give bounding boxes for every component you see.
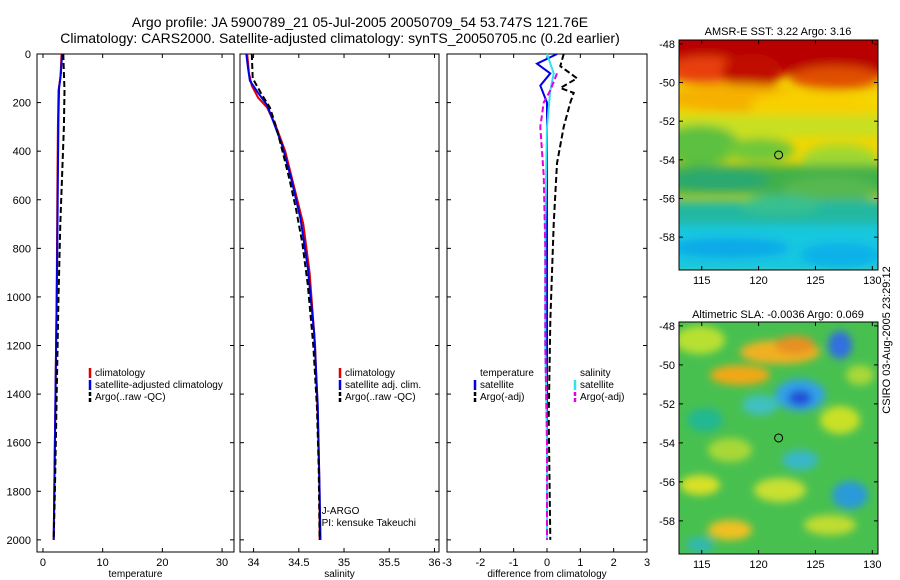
legend-entry: climatology — [345, 368, 395, 379]
map-y-tick-label: -54 — [659, 438, 675, 450]
series-line-argo-raw-qc- — [250, 53, 321, 540]
credit-stamp: CSIRO 03-Aug-2005 23:29:12 — [881, 266, 893, 413]
x-tick-label: 35 — [338, 557, 350, 569]
x-tick-label: 34 — [247, 557, 259, 569]
x-tick-label: 2 — [611, 557, 617, 569]
map-y-tick-label: -58 — [659, 232, 675, 244]
map-x-tick-label: 125 — [806, 275, 824, 287]
x-axis-label: temperature — [109, 569, 163, 580]
sst-field — [679, 40, 878, 270]
sla-field — [679, 322, 878, 554]
series-line-satellite-adj-clim- — [245, 53, 322, 540]
x-tick-label: 1 — [577, 557, 583, 569]
y-tick-label: 1800 — [7, 486, 31, 498]
x-tick-label: 36 — [428, 557, 440, 569]
map-y-tick-label: -50 — [659, 78, 675, 90]
x-tick-label: 0 — [544, 557, 550, 569]
legend-entry: satellite adj. clim. — [345, 380, 421, 391]
x-tick-label: 35.5 — [379, 557, 400, 569]
series-line-salinity-argo-adj- — [539, 73, 558, 540]
series-line-temperature-argo-adj- — [547, 53, 579, 540]
y-tick-label: 1400 — [7, 389, 31, 401]
map-y-tick-label: -54 — [659, 155, 675, 167]
map-x-tick-label: 115 — [693, 559, 711, 571]
figure-title-line2: Climatology: CARS2000. Satellite-adjuste… — [60, 30, 620, 46]
x-tick-label: 20 — [156, 557, 168, 569]
figure-title-line1: Argo profile: JA 5900789_21 05-Jul-2005 … — [132, 14, 588, 30]
y-tick-label: 2000 — [7, 535, 31, 547]
map-x-tick-label: 130 — [863, 275, 881, 287]
x-tick-label: 0 — [40, 557, 46, 569]
y-tick-label: 1000 — [7, 292, 31, 304]
x-tick-label: -3 — [442, 557, 452, 569]
y-tick-label: 400 — [13, 146, 31, 158]
map-y-tick-label: -52 — [659, 116, 675, 128]
map-x-tick-label: 125 — [806, 559, 824, 571]
y-tick-label: 1600 — [7, 438, 31, 450]
map-y-tick-label: -56 — [659, 193, 675, 205]
legend-entry: Argo(-adj) — [480, 392, 524, 403]
map-x-tick-label: 115 — [693, 275, 711, 287]
series-line-argo-raw-qc- — [52, 53, 66, 540]
sst-map-title: AMSR-E SST: 3.22 Argo: 3.16 — [705, 26, 852, 38]
x-tick-label: -2 — [475, 557, 485, 569]
legend-entry: Argo(..raw -QC) — [95, 392, 166, 403]
map-y-tick-label: -50 — [659, 360, 675, 372]
map-x-tick-label: 130 — [863, 559, 881, 571]
legend-entry: satellite-adjusted climatology — [95, 380, 223, 391]
argo-position-marker — [774, 150, 784, 160]
map-y-tick-label: -58 — [659, 516, 675, 528]
sst-map: 115 120 125 130 -48 -50 -52 -54 -56 -58 AMSR-E SS… — [659, 26, 881, 287]
difference-panel: -3 -2 -1 0 1 2 3 difference from climatology tem… — [442, 53, 650, 580]
y-tick-label: 800 — [13, 243, 31, 255]
legend-entry: Argo(-adj) — [580, 392, 624, 403]
series-line-climatology — [246, 53, 321, 540]
map-y-tick-label: -48 — [659, 39, 675, 51]
argo-position-marker — [774, 433, 784, 443]
sla-map: 115 120 125 130 -48 -50 -52 -54 -56 -58 Altimetri… — [659, 309, 881, 571]
x-tick-label: 30 — [216, 557, 228, 569]
salinity-panel: 34 34.5 35 35.5 36 salinity climatologysatelli… — [239, 53, 441, 580]
map-y-tick-label: -52 — [659, 399, 675, 411]
map-y-tick-label: -48 — [659, 321, 675, 333]
temperature-panel: 0 10 20 30 temperature 0 200 400 600 800 1000 1200 1… — [7, 49, 235, 580]
plot-frame — [239, 53, 440, 553]
legend-entry: satellite — [580, 380, 614, 391]
legend-entry: salinity — [580, 368, 611, 379]
sla-map-title: Altimetric SLA: -0.0036 Argo: 0.069 — [692, 309, 864, 321]
x-tick-label: 34.5 — [288, 557, 309, 569]
x-axis-label: salinity — [324, 569, 355, 580]
annotation-text: PI: kensuke Takeuchi — [322, 518, 416, 529]
map-x-tick-label: 120 — [749, 559, 767, 571]
y-tick-label: 0 — [25, 49, 31, 61]
y-tick-label: 600 — [13, 195, 31, 207]
x-tick-label: 10 — [97, 557, 109, 569]
annotation-text: J-ARGO — [322, 506, 360, 517]
x-tick-label: -1 — [509, 557, 519, 569]
series-line-satellite-adjusted-climatology — [52, 53, 64, 540]
y-tick-label: 1200 — [7, 341, 31, 353]
plot-frame — [36, 53, 235, 553]
x-axis-label: difference from climatology — [487, 569, 606, 580]
legend-entry: climatology — [95, 368, 145, 379]
legend-entry: temperature — [480, 368, 534, 379]
legend-entry: satellite — [480, 380, 514, 391]
legend-entry: Argo(..raw -QC) — [345, 392, 416, 403]
y-tick-label: 200 — [13, 98, 31, 110]
map-y-tick-label: -56 — [659, 477, 675, 489]
x-tick-label: 3 — [644, 557, 650, 569]
map-x-tick-label: 120 — [749, 275, 767, 287]
